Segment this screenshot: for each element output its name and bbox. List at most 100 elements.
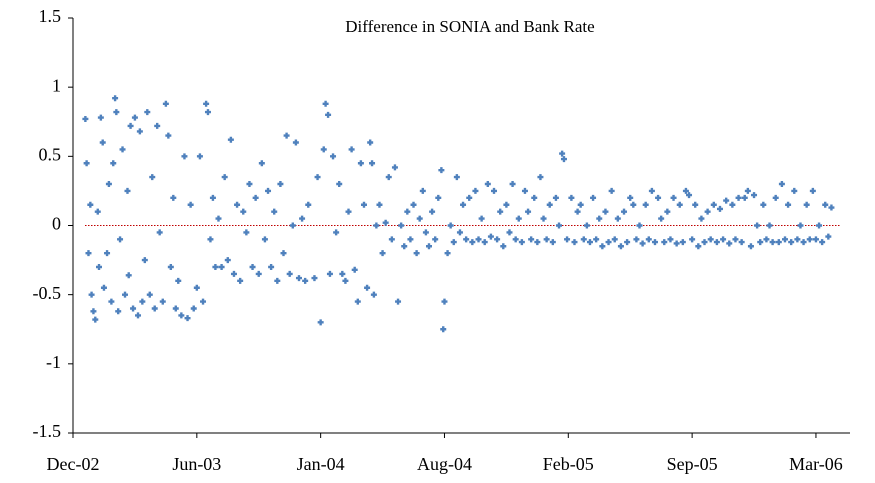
point	[100, 284, 107, 291]
point	[540, 215, 547, 222]
point	[215, 215, 222, 222]
point	[741, 194, 748, 201]
point	[744, 187, 751, 194]
point	[667, 236, 674, 243]
point	[289, 222, 296, 229]
point	[243, 229, 250, 236]
x-tick-label: Mar-06	[789, 454, 843, 474]
point	[255, 270, 262, 277]
y-tick-label: 0	[52, 214, 61, 234]
point	[590, 194, 597, 201]
point	[546, 201, 553, 208]
point	[494, 236, 501, 243]
point	[686, 192, 693, 199]
point	[602, 208, 609, 215]
point	[655, 194, 662, 201]
point	[574, 208, 581, 215]
point	[552, 194, 559, 201]
point	[425, 243, 432, 250]
point	[360, 201, 367, 208]
point	[775, 239, 782, 246]
point	[819, 239, 826, 246]
point	[481, 239, 488, 246]
point	[196, 153, 203, 160]
point	[525, 208, 532, 215]
point	[440, 326, 447, 333]
point	[617, 243, 624, 250]
point	[130, 305, 137, 312]
chart-title: Difference in SONIA and Bank Rate	[345, 17, 594, 36]
point	[221, 174, 228, 181]
point	[559, 150, 566, 157]
point	[178, 312, 185, 319]
point	[105, 181, 112, 187]
point	[200, 298, 207, 305]
point	[676, 201, 683, 208]
point	[401, 243, 408, 250]
point	[252, 194, 259, 201]
point	[187, 201, 194, 208]
point	[512, 236, 519, 243]
point	[354, 298, 361, 305]
point	[404, 208, 411, 215]
point	[534, 239, 541, 246]
y-tick-label: -0.5	[33, 283, 62, 303]
point	[586, 239, 593, 246]
point	[125, 272, 132, 279]
point	[265, 187, 272, 194]
point	[487, 233, 494, 240]
point	[723, 197, 730, 204]
point	[707, 236, 714, 243]
point	[342, 277, 349, 284]
point	[154, 122, 161, 129]
point	[373, 222, 380, 229]
point	[286, 270, 293, 277]
point	[249, 264, 256, 270]
point	[695, 243, 702, 250]
point	[190, 305, 197, 312]
point	[326, 270, 333, 277]
point	[204, 109, 211, 116]
point	[549, 239, 556, 246]
point	[456, 229, 463, 236]
point	[518, 239, 525, 246]
point	[491, 187, 498, 194]
point	[521, 187, 528, 194]
point	[271, 208, 278, 215]
point	[778, 181, 785, 187]
point	[268, 264, 275, 270]
point	[822, 201, 829, 208]
point	[713, 239, 720, 246]
point	[621, 208, 628, 215]
point	[234, 201, 241, 208]
point	[509, 181, 516, 187]
point	[261, 236, 268, 243]
point	[92, 316, 99, 323]
point	[531, 194, 538, 201]
y-tick-label: 1.5	[39, 6, 62, 26]
point	[658, 215, 665, 222]
point	[571, 239, 578, 246]
point	[240, 208, 247, 215]
point	[388, 236, 395, 243]
point	[698, 215, 705, 222]
point	[515, 215, 522, 222]
point	[141, 257, 148, 264]
point	[314, 174, 321, 181]
point	[809, 187, 816, 194]
point	[283, 132, 290, 139]
point	[237, 277, 244, 284]
point	[139, 298, 146, 305]
point	[444, 250, 451, 257]
x-tick-label: Jan-04	[297, 454, 345, 474]
point	[305, 201, 312, 208]
point	[633, 236, 640, 243]
point	[395, 298, 402, 305]
point	[277, 181, 284, 187]
point	[825, 233, 832, 240]
point	[704, 208, 711, 215]
point	[419, 187, 426, 194]
point	[122, 291, 129, 298]
point	[596, 215, 603, 222]
point	[716, 205, 723, 212]
